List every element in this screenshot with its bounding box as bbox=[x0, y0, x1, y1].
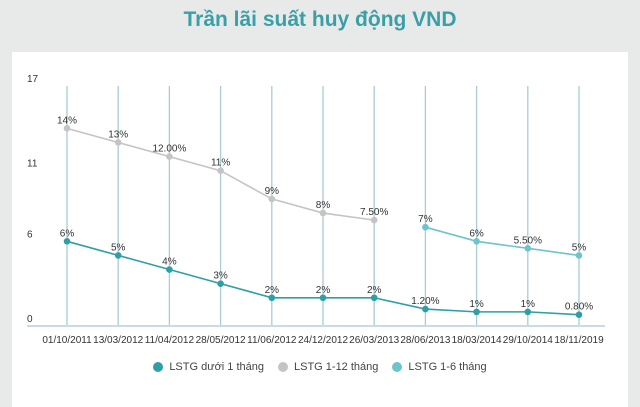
data-point bbox=[575, 252, 583, 259]
x-tick-label: 11/06/2012 bbox=[247, 335, 297, 346]
series-line bbox=[425, 226, 580, 257]
data-label: 0.80% bbox=[565, 302, 593, 313]
legend-marker bbox=[278, 362, 288, 372]
x-tick-label: 13/03/2012 bbox=[93, 335, 143, 346]
data-label: 7% bbox=[418, 214, 433, 225]
legend-item[interactable]: LSTG 1-12 tháng bbox=[278, 361, 378, 373]
data-label: 5.50% bbox=[514, 235, 542, 246]
y-tick-label: 6 bbox=[27, 229, 33, 240]
legend-item[interactable]: LSTG 1-6 tháng bbox=[392, 361, 487, 373]
x-tick-label: 11/04/2012 bbox=[145, 335, 195, 346]
data-point bbox=[473, 308, 480, 316]
x-tick-label: 28/05/2012 bbox=[196, 335, 246, 346]
legend-item[interactable]: LSTG dưới 1 tháng bbox=[153, 361, 264, 373]
data-point bbox=[268, 195, 276, 203]
data-label: 1.20% bbox=[411, 296, 439, 307]
data-label: 1% bbox=[469, 299, 484, 310]
data-point bbox=[370, 294, 378, 302]
chart-title: Trần lãi suất huy động VND bbox=[183, 8, 457, 31]
data-point bbox=[217, 167, 224, 175]
data-label: 2% bbox=[367, 285, 382, 296]
data-label: 13% bbox=[108, 129, 128, 140]
x-tick-label: 26/03/2013 bbox=[349, 335, 399, 346]
legend-label: LSTG 1-6 tháng bbox=[408, 361, 487, 373]
data-point bbox=[473, 237, 480, 245]
legend-marker bbox=[392, 362, 403, 372]
data-point bbox=[63, 237, 71, 245]
data-point bbox=[422, 223, 429, 231]
data-point bbox=[166, 266, 173, 273]
data-label: 12.00% bbox=[152, 144, 186, 155]
legend-label: LSTG dưới 1 tháng bbox=[169, 361, 264, 373]
data-point bbox=[217, 280, 224, 287]
data-label: 5% bbox=[111, 242, 126, 253]
y-tick-label: 0 bbox=[27, 314, 33, 325]
data-label: 7.50% bbox=[360, 207, 388, 218]
x-tick-label: 24/12/2012 bbox=[298, 335, 348, 346]
data-label: 8% bbox=[316, 200, 331, 211]
data-label: 4% bbox=[162, 257, 177, 268]
legend-marker bbox=[153, 362, 164, 372]
data-label: 5% bbox=[572, 242, 587, 253]
y-tick-label: 17 bbox=[27, 74, 39, 85]
x-tick-label: 01/10/2011 bbox=[42, 335, 92, 346]
data-point bbox=[268, 294, 276, 302]
data-point bbox=[524, 245, 532, 252]
data-point bbox=[319, 209, 327, 217]
data-label: 9% bbox=[265, 186, 280, 197]
y-tick-label: 11 bbox=[27, 159, 38, 170]
data-point bbox=[422, 305, 429, 313]
data-label: 2% bbox=[316, 285, 331, 296]
legend: LSTG dưới 1 tháng LSTG 1-12 tháng LSTG 1-6… bbox=[0, 361, 640, 373]
data-label: 1% bbox=[521, 299, 536, 310]
data-label: 14% bbox=[57, 115, 77, 126]
data-point bbox=[63, 125, 71, 132]
data-point bbox=[575, 311, 583, 319]
data-label: 3% bbox=[213, 271, 228, 282]
x-tick-label: 28/06/2013 bbox=[400, 335, 450, 346]
x-tick-label: 18/03/2014 bbox=[452, 335, 502, 346]
data-point bbox=[166, 153, 173, 160]
data-label: 11% bbox=[211, 158, 230, 169]
data-point bbox=[370, 216, 378, 224]
data-point bbox=[319, 294, 327, 302]
data-point bbox=[524, 308, 532, 316]
data-label: 6% bbox=[469, 228, 484, 239]
data-point bbox=[114, 252, 122, 259]
data-label: 6% bbox=[60, 228, 75, 239]
x-tick-label: 18/11/2019 bbox=[554, 335, 604, 346]
x-tick-label: 29/10/2014 bbox=[503, 335, 553, 346]
data-point bbox=[114, 139, 122, 146]
data-label: 2% bbox=[265, 285, 280, 296]
legend-label: LSTG 1-12 tháng bbox=[294, 361, 379, 373]
chart-card bbox=[12, 52, 628, 407]
